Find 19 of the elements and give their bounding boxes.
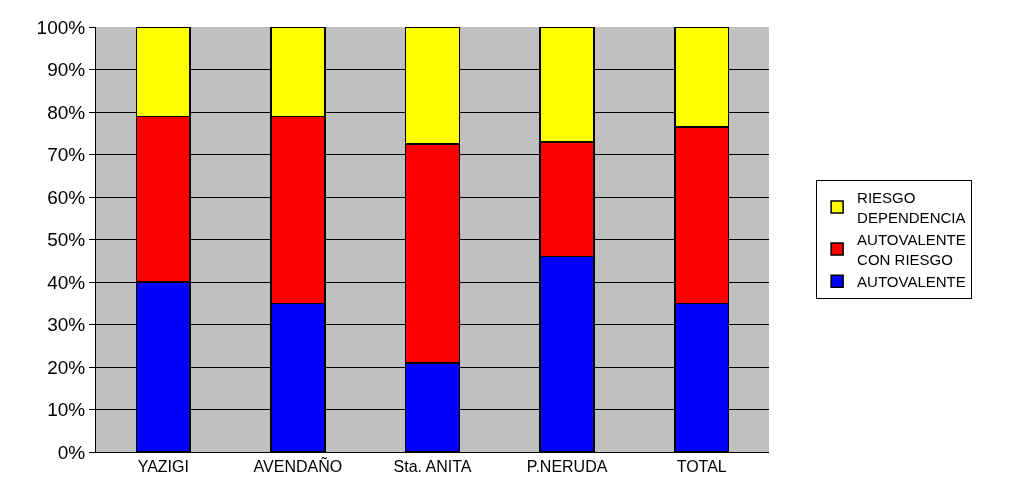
y-tick-label: 60% (47, 186, 86, 208)
y-tick-label: 80% (47, 101, 86, 123)
legend-label: AUTOVALENTE (857, 273, 966, 291)
y-tick-label: 90% (47, 59, 86, 81)
y-tick-label: 40% (47, 271, 86, 293)
y-tick-label: 10% (47, 399, 86, 421)
x-tick-label: P.NERUDA (526, 458, 608, 476)
legend-label: RIESGO DEPENDENCIA (857, 189, 966, 226)
x-tick-label: YAZIGI (137, 458, 189, 476)
y-tick-label: 70% (47, 144, 86, 166)
x-tick-label: AVENDAÑO (253, 456, 343, 476)
x-tick-label: Sta. ANITA (393, 458, 472, 476)
y-tick-label: 30% (47, 314, 86, 336)
y-tick-label: 0% (57, 441, 86, 463)
y-tick-label: 50% (47, 229, 86, 251)
y-tick-label: 100% (36, 16, 86, 38)
legend-label: AUTOVALENTE CON RIESGO (857, 231, 966, 268)
x-tick-label: TOTAL (676, 458, 727, 476)
y-tick-label: 20% (47, 356, 86, 378)
